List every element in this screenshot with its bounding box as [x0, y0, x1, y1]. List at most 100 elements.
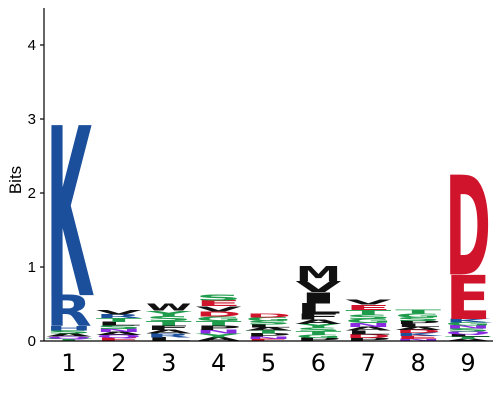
logo-letter-glyph: N [196, 329, 242, 335]
logo-letter-G: G [395, 313, 441, 319]
logo-letter-glyph: R [146, 333, 192, 339]
logo-letter-T: T [96, 317, 142, 323]
logo-letter-D: D [196, 310, 242, 318]
logo-letter-glyph: Y [145, 309, 193, 317]
logo-letter-Y: Y [195, 333, 242, 339]
logo-letter-glyph: L [445, 334, 491, 338]
logo-letter-glyph: G [196, 315, 242, 322]
logo-letter-N: N [445, 325, 491, 330]
logo-letter-A: A [46, 333, 92, 338]
logo-letter-glyph: G [246, 316, 292, 322]
logo-letter-glyph: P [345, 337, 391, 342]
logo-letter-glyph: S [445, 328, 491, 333]
logo-letter-glyph: S [46, 330, 92, 335]
logo-letter-glyph: S [395, 316, 441, 322]
logo-letter-P: P [246, 333, 292, 338]
logo-letter-glyph: A [345, 326, 391, 332]
logo-letter-A: A [196, 336, 242, 342]
logo-letter-A: A [295, 318, 341, 325]
y-tick-label: 4 [28, 37, 36, 54]
logo-letter-E: E [395, 335, 441, 340]
logo-letter-G: G [295, 334, 341, 339]
logo-letter-V: V [345, 298, 391, 306]
logo-letter-M: M [295, 263, 341, 287]
logo-letter-A: A [246, 327, 292, 332]
logo-letter-Y: Y [145, 309, 193, 317]
logo-letter-S: S [46, 330, 92, 335]
logo-letter-F: F [295, 312, 341, 321]
logo-letter-D: D [246, 313, 292, 319]
logo-letter-glyph: M [295, 263, 341, 287]
logo-letter-T: T [345, 309, 391, 316]
logo-letter-S: S [395, 316, 441, 322]
logo-letter-glyph: T [96, 317, 142, 323]
y-axis-title: Bits [6, 166, 25, 194]
logo-letter-S: S [96, 324, 142, 330]
logo-letter-glyph: T [395, 309, 441, 315]
logo-letter-glyph: G [395, 313, 441, 319]
logo-letter-glyph: G [445, 322, 491, 327]
logo-letter-glyph: A [295, 318, 341, 325]
logo-letter-glyph: A [46, 333, 92, 338]
logo-letter-glyph: K [395, 332, 443, 337]
logo-letter-glyph: P [295, 337, 341, 342]
logo-letter-K: K [395, 332, 443, 337]
logo-letter-L: L [96, 321, 142, 327]
logo-letter-glyph: E [445, 262, 491, 333]
logo-letter-glyph: S [196, 293, 242, 302]
logo-letter-glyph: T [345, 309, 391, 316]
position-label: 1 [61, 349, 76, 377]
logo-letter-T: T [445, 336, 491, 340]
logo-letter-N: N [96, 328, 142, 333]
logo-letter-glyph: E [96, 337, 142, 342]
logo-letter-E: E [246, 338, 292, 342]
logo-letter-P: P [295, 337, 341, 342]
logo-letter-V: V [96, 309, 142, 316]
logo-letter-glyph: P [246, 333, 292, 338]
position-label: 5 [261, 349, 276, 377]
logo-letter-glyph: A [96, 331, 142, 336]
logo-letter-W: W [146, 301, 192, 313]
logo-letter-S: S [196, 293, 242, 302]
logo-letter-P: P [395, 320, 441, 325]
logo-letter-L: L [146, 336, 192, 342]
y-tick-label: 3 [28, 111, 36, 128]
logo-letter-G: G [445, 322, 491, 327]
logo-letter-T: T [146, 320, 192, 327]
logo-letter-glyph: N [395, 338, 441, 342]
logo-letter-glyph: E [345, 303, 391, 311]
logo-letter-glyph: T [146, 320, 192, 327]
logo-letter-glyph: N [246, 336, 292, 340]
logo-letter-glyph: K [445, 318, 493, 324]
logo-letter-glyph: D [196, 310, 242, 318]
logo-letter-glyph: D [345, 333, 391, 339]
position-label: 6 [311, 349, 326, 377]
logo-letter-glyph: A [146, 329, 192, 335]
position-label: 4 [211, 349, 226, 377]
logo-letter-glyph: D [395, 329, 441, 334]
logo-letter-glyph: F [146, 324, 192, 331]
y-tick-label: 2 [28, 185, 36, 202]
logo-letter-glyph: Q [445, 331, 491, 336]
logo-letter-glyph: W [146, 301, 192, 313]
x-axis: 1 2 3 4 5 6 7 8 9 [44, 340, 493, 377]
logo-letter-glyph: A [445, 338, 491, 342]
logo-letter-glyph: S [96, 324, 142, 330]
logo-letter-glyph: T [246, 330, 292, 335]
logo-letter-glyph: Q [46, 336, 92, 340]
logo-letter-glyph: Y [195, 333, 242, 339]
logo-letter-A: A [146, 329, 192, 335]
logo-letter-glyph: P [196, 324, 242, 331]
logo-letter-S: S [345, 313, 391, 320]
logo-letter-G: G [246, 316, 292, 322]
logo-letter-E: E [445, 262, 491, 333]
logo-letter-R: R [96, 313, 142, 319]
logo-letter-glyph: I [295, 289, 341, 307]
logo-letter-glyph: D [445, 149, 491, 308]
logo-letter-glyph: V [96, 309, 142, 316]
y-tick-label: 1 [28, 259, 36, 276]
